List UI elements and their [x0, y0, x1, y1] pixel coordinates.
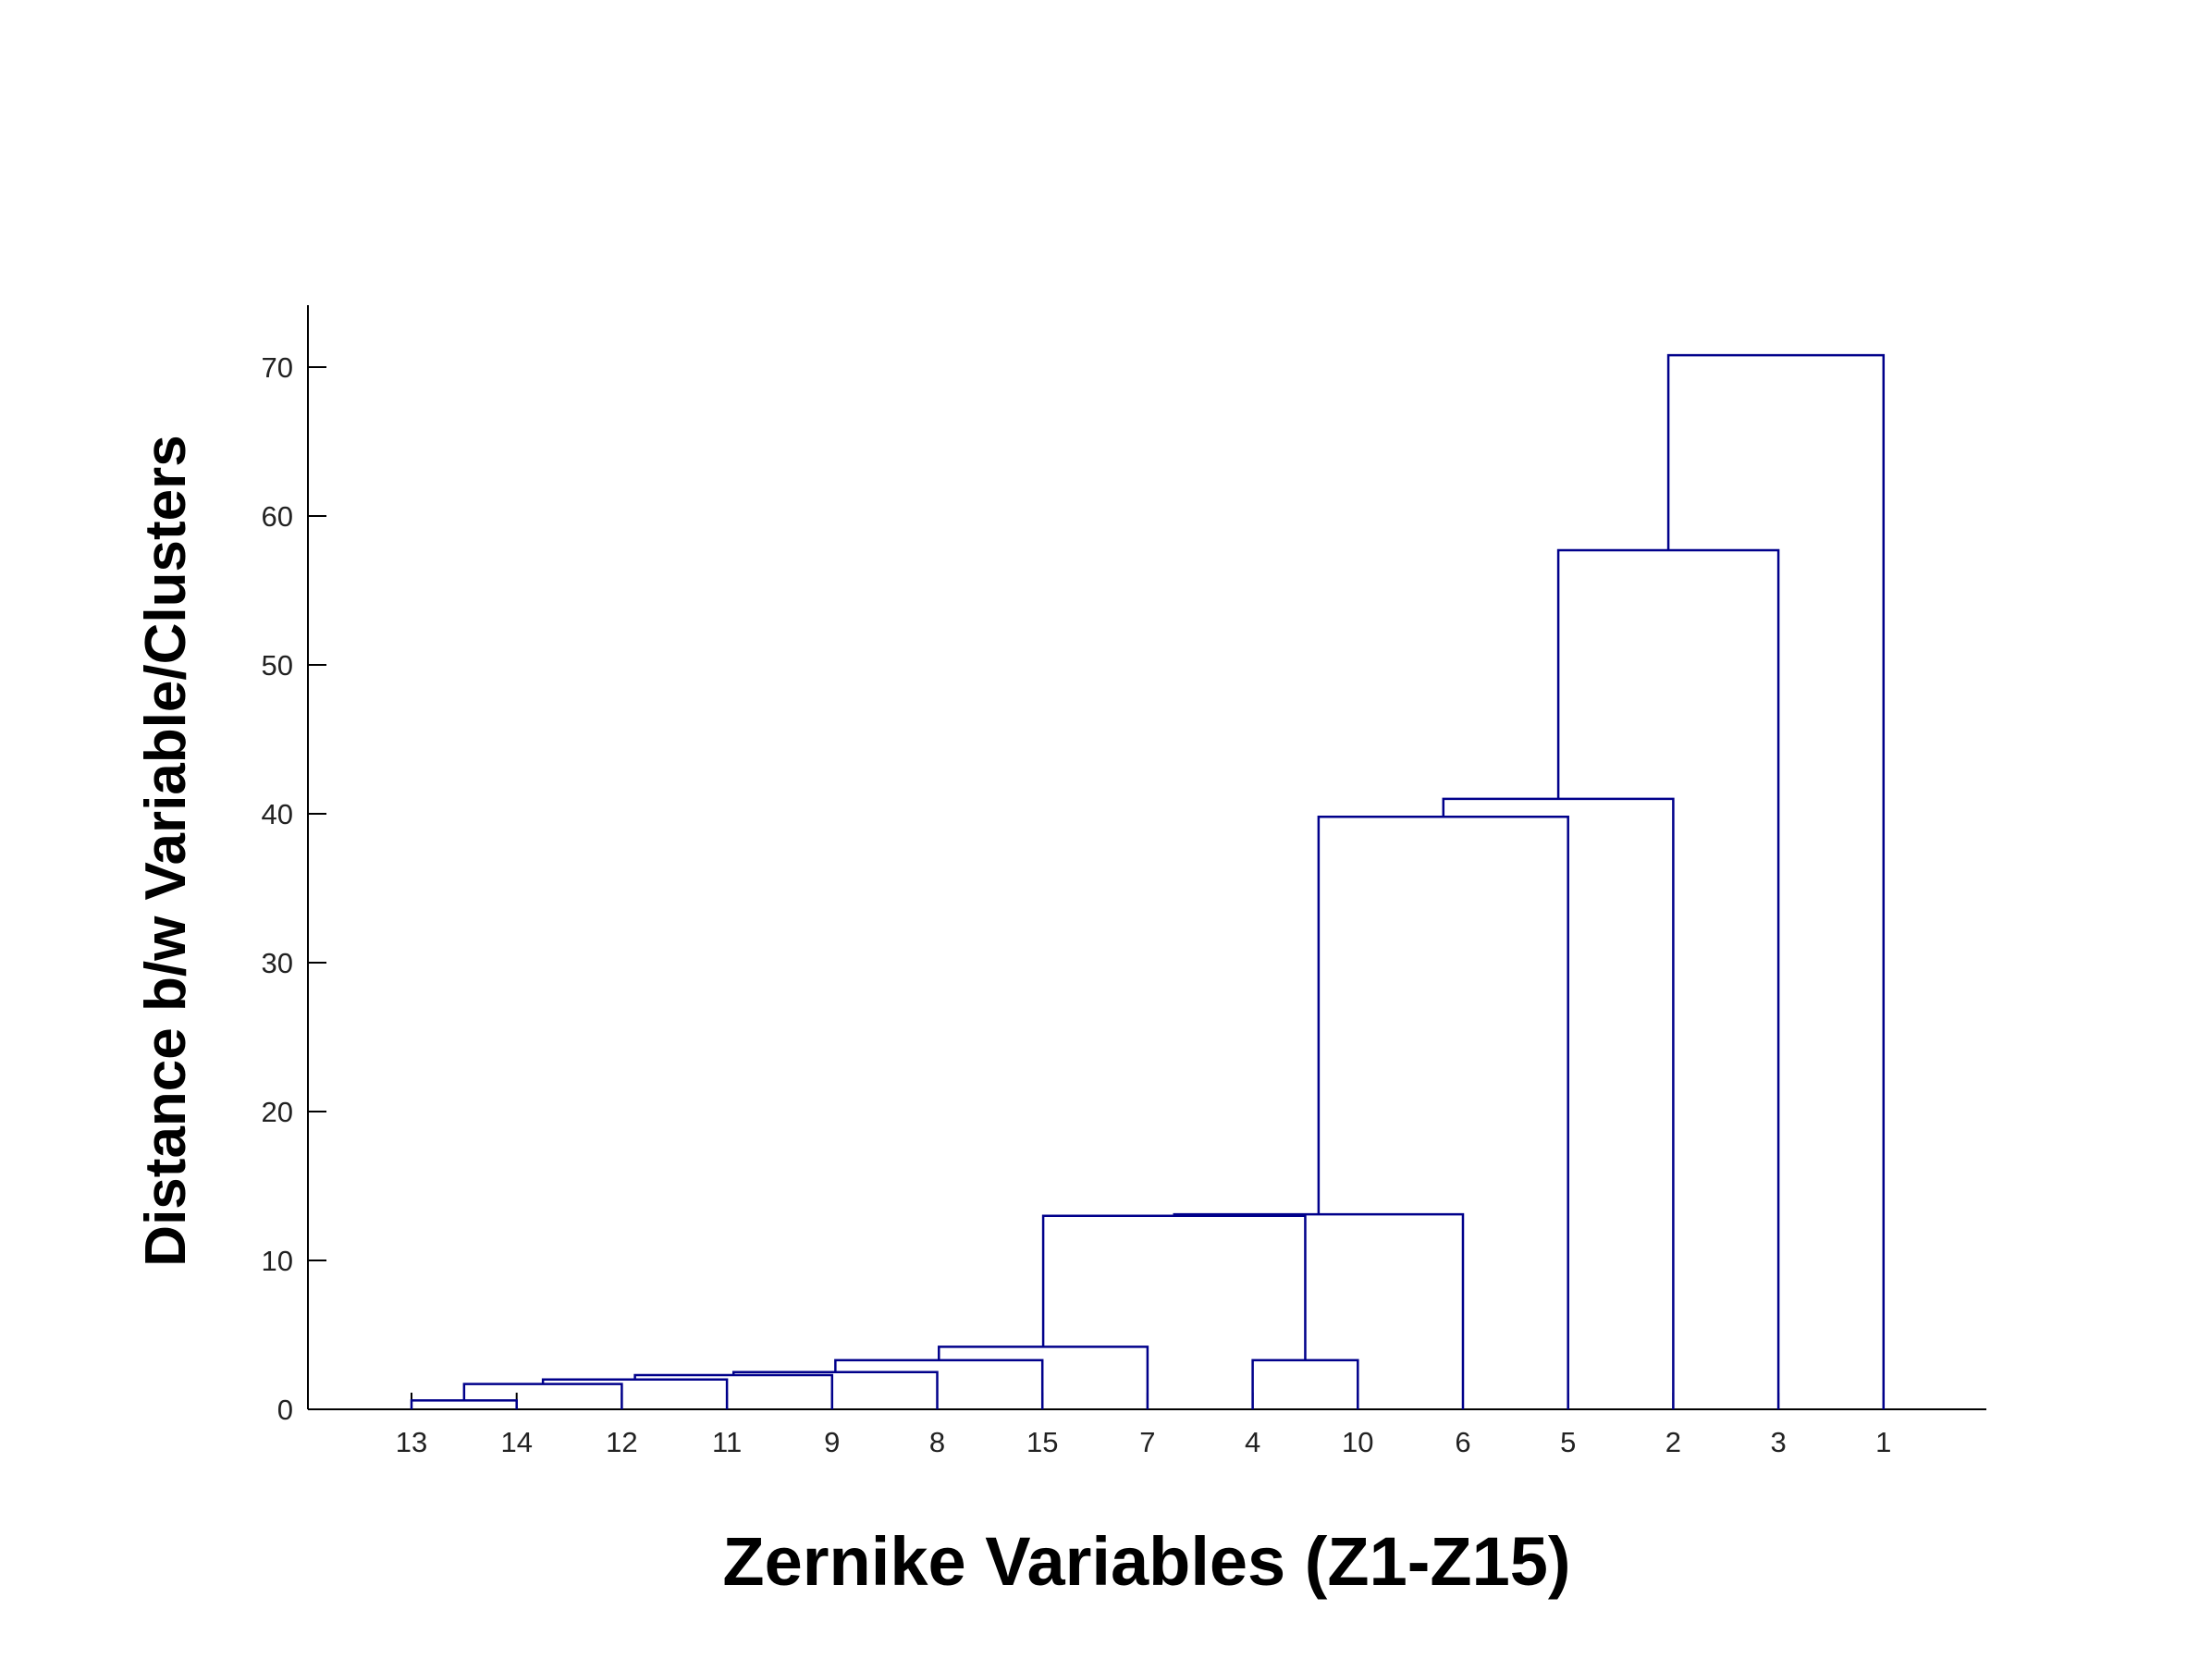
x-axis-label: Zernike Variables (Z1-Z15): [722, 1523, 1570, 1600]
dendrogram-link: [1442, 797, 1675, 1409]
x-tick-label: 3: [1770, 1426, 1786, 1458]
dendrogram-link: [834, 1358, 1044, 1409]
x-tick-label: 7: [1139, 1426, 1155, 1458]
y-tick-label: 30: [262, 947, 293, 979]
x-ticks: 13 14 12 11 9 8 15 7 4 10 6 5 2 3 1: [396, 1393, 1891, 1458]
x-tick-label: 8: [929, 1426, 945, 1458]
dendrogram-link: [1556, 548, 1780, 1409]
dendrogram-link: [1666, 353, 1886, 1409]
y-tick-label: 10: [262, 1245, 293, 1277]
dendrogram-link: [1041, 1214, 1307, 1360]
dendrogram-links: [410, 353, 1886, 1409]
dendrogram-link: [410, 1399, 518, 1409]
dendrogram-link: [731, 1370, 939, 1409]
y-tick-label: 20: [262, 1096, 293, 1128]
y-tick-label: 40: [262, 798, 293, 830]
x-tick-label: 10: [1342, 1426, 1373, 1458]
x-tick-label: 9: [824, 1426, 840, 1458]
x-tick-label: 15: [1026, 1426, 1058, 1458]
y-ticks: 0 10 20 30 40 50 60 70: [262, 351, 326, 1426]
x-tick-label: 12: [606, 1426, 637, 1458]
x-tick-label: 13: [396, 1426, 427, 1458]
y-axis-label: Distance b/w Variable/Clusters: [134, 435, 198, 1266]
dendrogram-link: [1173, 1212, 1465, 1409]
x-tick-label: 5: [1560, 1426, 1576, 1458]
dendrogram-link: [462, 1382, 623, 1409]
dendrogram-link: [1317, 815, 1569, 1409]
y-tick-label: 50: [262, 649, 293, 682]
x-tick-label: 2: [1665, 1426, 1681, 1458]
x-tick-label: 4: [1245, 1426, 1260, 1458]
axes: [307, 305, 1986, 1410]
x-tick-label: 11: [712, 1426, 742, 1458]
y-tick-label: 60: [262, 500, 293, 533]
y-tick-label: 70: [262, 351, 293, 384]
y-tick-label: 0: [277, 1394, 293, 1426]
x-tick-label: 1: [1875, 1426, 1891, 1458]
dendrogram-link: [1251, 1358, 1359, 1409]
x-tick-label: 6: [1455, 1426, 1470, 1458]
x-tick-label: 14: [500, 1426, 532, 1458]
